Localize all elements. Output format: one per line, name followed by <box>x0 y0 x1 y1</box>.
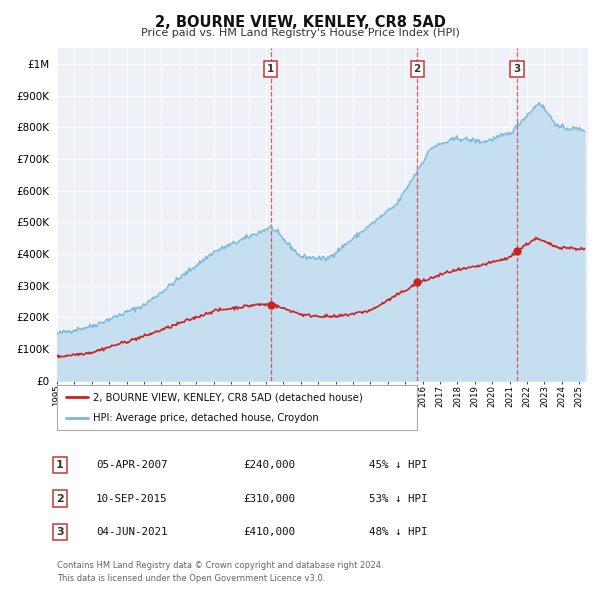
Text: £240,000: £240,000 <box>243 460 295 470</box>
Text: 53% ↓ HPI: 53% ↓ HPI <box>369 494 427 503</box>
Text: 04-JUN-2021: 04-JUN-2021 <box>96 527 167 537</box>
Text: 48% ↓ HPI: 48% ↓ HPI <box>369 527 427 537</box>
Text: 2: 2 <box>56 494 64 503</box>
Text: 05-APR-2007: 05-APR-2007 <box>96 460 167 470</box>
Text: 1: 1 <box>267 64 274 74</box>
Text: Price paid vs. HM Land Registry's House Price Index (HPI): Price paid vs. HM Land Registry's House … <box>140 28 460 38</box>
Text: 10-SEP-2015: 10-SEP-2015 <box>96 494 167 503</box>
Text: £410,000: £410,000 <box>243 527 295 537</box>
Text: £310,000: £310,000 <box>243 494 295 503</box>
Text: HPI: Average price, detached house, Croydon: HPI: Average price, detached house, Croy… <box>93 412 319 422</box>
Text: 3: 3 <box>514 64 521 74</box>
Text: 2: 2 <box>413 64 421 74</box>
Text: Contains HM Land Registry data © Crown copyright and database right 2024.
This d: Contains HM Land Registry data © Crown c… <box>57 562 383 583</box>
Text: 2, BOURNE VIEW, KENLEY, CR8 5AD (detached house): 2, BOURNE VIEW, KENLEY, CR8 5AD (detache… <box>93 392 363 402</box>
Text: 1: 1 <box>56 460 64 470</box>
Text: 2, BOURNE VIEW, KENLEY, CR8 5AD: 2, BOURNE VIEW, KENLEY, CR8 5AD <box>155 15 445 30</box>
Text: 45% ↓ HPI: 45% ↓ HPI <box>369 460 427 470</box>
Text: 3: 3 <box>56 527 64 537</box>
